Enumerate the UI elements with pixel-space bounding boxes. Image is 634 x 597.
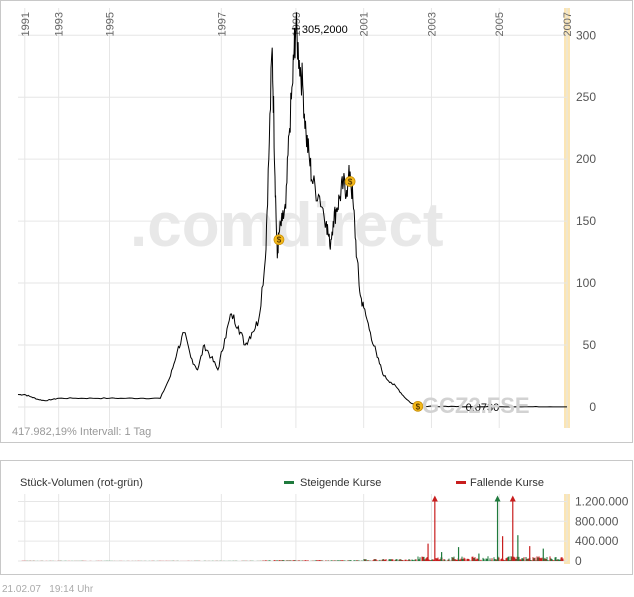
price-annotations: 305,2000 0,0730 bbox=[291, 24, 500, 414]
volume-y-tick-label: 400.000 bbox=[575, 534, 619, 548]
volume-chart: Stück-Volumen (rot-grün) Steigende Kurse… bbox=[0, 460, 633, 575]
legend-falling-label: Fallende Kurse bbox=[470, 477, 544, 489]
footer-date: 21.02.07 bbox=[2, 584, 41, 595]
price-line bbox=[17, 12, 567, 408]
y-tick-label: 200 bbox=[576, 152, 596, 166]
volume-y-tick-label: 1.200.000 bbox=[575, 494, 629, 508]
dollar-marker-label: $ bbox=[277, 236, 282, 245]
volume-y-tick-label: 800.000 bbox=[575, 514, 619, 528]
dollar-marker-label: $ bbox=[416, 402, 421, 411]
volume-overflow-arrow bbox=[509, 495, 516, 502]
y-tick-label: 0 bbox=[589, 400, 596, 414]
legend-falling-swatch bbox=[456, 481, 466, 484]
x-tick-labels: 1991 1993 1995 1997 1999 2001 2003 2005 2007 bbox=[20, 12, 574, 36]
y-tick-label: 50 bbox=[583, 338, 597, 352]
x-tick-label: 2001 bbox=[359, 12, 371, 36]
x-tick-label: 1993 bbox=[54, 12, 66, 36]
signal-markers: $ $ $ bbox=[273, 176, 424, 412]
y-tick-labels: 0 50 100 150 200 250 300 bbox=[576, 28, 596, 414]
volume-bars bbox=[21, 495, 565, 561]
dollar-marker bbox=[412, 400, 424, 412]
volume-overflow-arrow bbox=[494, 495, 501, 502]
symbol-label: GCZ2.FSE bbox=[422, 393, 530, 418]
x-tick-label: 1997 bbox=[216, 12, 228, 36]
x-tick-label: 1991 bbox=[20, 12, 32, 36]
x-tick-label: 2003 bbox=[426, 12, 438, 36]
last-price-annotation: 0,0730 bbox=[466, 402, 500, 414]
volume-y-tick-labels: 0 400.000 800.000 1.200.000 bbox=[575, 494, 629, 568]
volume-y-tick-label: 0 bbox=[575, 554, 582, 568]
x-tick-label: 2005 bbox=[494, 12, 506, 36]
price-chart: .comdirect 1991 1993 1995 1997 1999 2001 2003 2… bbox=[0, 0, 633, 443]
timestamp-footer: 21.02.07 19:14 Uhr bbox=[2, 584, 93, 595]
footer-time: 19:14 Uhr bbox=[49, 584, 94, 595]
dollar-marker bbox=[273, 234, 285, 246]
volume-title: Stück-Volumen (rot-grün) bbox=[20, 477, 143, 489]
legend-rising-swatch bbox=[284, 481, 294, 484]
watermark: .comdirect bbox=[130, 191, 444, 260]
x-tick-label: 2007 bbox=[562, 12, 574, 36]
interval-info: 417.982,19% Intervall: 1 Tag bbox=[12, 426, 151, 438]
y-tick-label: 300 bbox=[576, 28, 596, 42]
volume-chart-frame bbox=[0, 460, 633, 575]
y-tick-label: 100 bbox=[576, 276, 596, 290]
legend-rising-label: Steigende Kurse bbox=[300, 477, 381, 489]
dollar-marker bbox=[344, 176, 356, 187]
high-annotation: 305,2000 bbox=[302, 24, 348, 36]
dollar-marker-label: $ bbox=[348, 177, 353, 186]
y-tick-label: 150 bbox=[576, 214, 596, 228]
x-tick-label: 1995 bbox=[105, 12, 117, 36]
y-tick-label: 250 bbox=[576, 90, 596, 104]
volume-overflow-arrow bbox=[431, 495, 438, 502]
